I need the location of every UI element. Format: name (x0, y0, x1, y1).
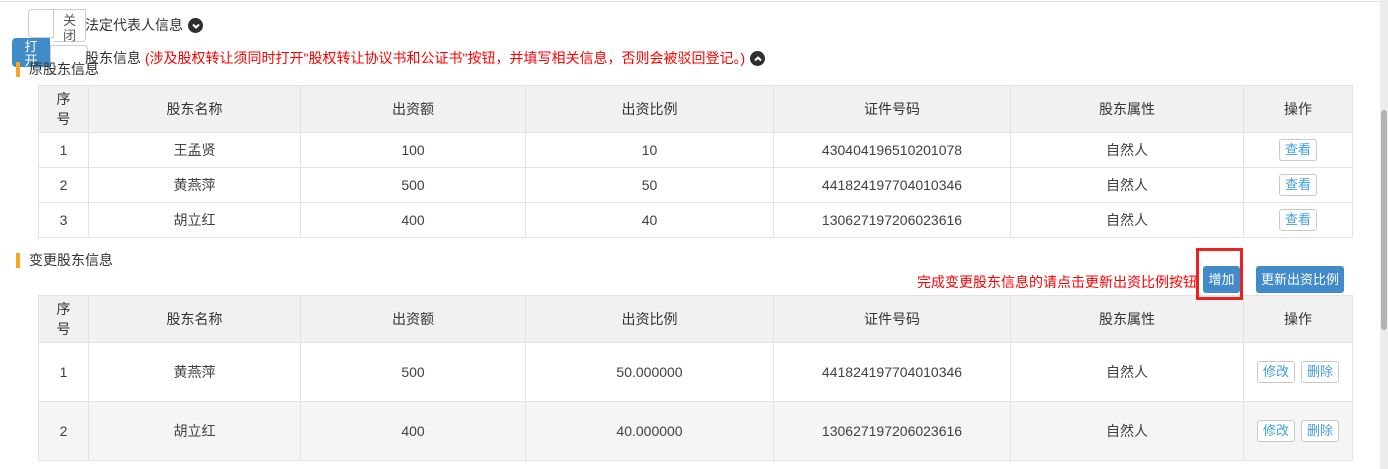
col-name: 股东名称 (88, 295, 301, 343)
delete-button[interactable]: 删除 (1301, 361, 1340, 383)
original-section-label: 原股东信息 (16, 59, 99, 79)
vertical-scrollbar[interactable] (1380, 0, 1388, 469)
table-header-row: 序号 股东名称 出资额 出资比例 证件号码 股东属性 操作 (38, 295, 1353, 343)
changed-section-label: 变更股东信息 (16, 250, 113, 270)
changed-section-title: 变更股东信息 (29, 252, 113, 268)
shareholder-warning: (涉及股权转让须同时打开"股权转让协议书和公证书"按钮，并填写相关信息，否则会被… (144, 50, 746, 66)
cell-index: 1 (38, 342, 89, 402)
shareholder-title: 股东信息 (85, 50, 145, 66)
toggle-close-label: 关闭 (54, 9, 86, 43)
col-id-number: 证件号码 (773, 85, 1011, 133)
cell-action: 查看 (1243, 167, 1353, 203)
cell-action: 修改 删除 (1243, 342, 1353, 402)
col-amount: 出资额 (300, 295, 526, 343)
cell-ratio: 40.000000 (525, 401, 774, 461)
col-action: 操作 (1243, 295, 1353, 343)
cell-id-number: 130627197206023616 (773, 401, 1011, 461)
cell-action: 查看 (1243, 202, 1353, 238)
modify-button[interactable]: 修改 (1256, 420, 1295, 442)
original-section-title: 原股东信息 (29, 61, 99, 77)
col-type: 股东属性 (1010, 295, 1244, 343)
cell-name: 胡立红 (88, 202, 301, 238)
top-divider (0, 1, 1388, 2)
col-name: 股东名称 (88, 85, 301, 133)
cell-ratio: 50.000000 (525, 342, 774, 402)
changed-shareholders-table: 序号 股东名称 出资额 出资比例 证件号码 股东属性 操作 1 黄燕萍 500 … (38, 295, 1353, 461)
chevron-down-circle-icon[interactable] (188, 18, 203, 33)
cell-action: 修改 删除 (1243, 401, 1353, 461)
legal-rep-title: 法定代表人信息 (85, 17, 183, 33)
view-button[interactable]: 查看 (1278, 209, 1317, 231)
table-row: 1 王孟贤 100 10 430404196510201078 自然人 查看 (38, 132, 1353, 168)
cell-index: 2 (38, 401, 89, 461)
cell-index: 1 (38, 132, 89, 168)
col-id-number: 证件号码 (773, 295, 1011, 343)
table-header-row: 序号 股东名称 出资额 出资比例 证件号码 股东属性 操作 (38, 85, 1353, 133)
cell-amount: 500 (300, 167, 526, 203)
cell-type: 自然人 (1010, 342, 1244, 402)
cell-type: 自然人 (1010, 202, 1244, 238)
scrollbar-thumb[interactable] (1381, 110, 1387, 330)
cell-amount: 400 (300, 401, 526, 461)
shareholder-heading: 股东信息 (涉及股权转让须同时打开"股权转让协议书和公证书"按钮，并填写相关信息… (85, 48, 766, 68)
cell-ratio: 50 (525, 167, 774, 203)
cell-type: 自然人 (1010, 401, 1244, 461)
col-ratio: 出资比例 (525, 295, 774, 343)
cell-id-number: 430404196510201078 (773, 132, 1011, 168)
view-button[interactable]: 查看 (1278, 174, 1317, 196)
add-button[interactable]: 增加 (1203, 266, 1240, 293)
delete-button[interactable]: 删除 (1301, 420, 1340, 442)
cell-amount: 500 (300, 342, 526, 402)
section-bar-icon (16, 252, 20, 268)
update-ratio-button[interactable]: 更新出资比例 (1256, 266, 1344, 293)
legal-rep-heading: 法定代表人信息 (85, 15, 203, 35)
col-action: 操作 (1243, 85, 1353, 133)
col-amount: 出资额 (300, 85, 526, 133)
section-bar-icon (16, 61, 20, 77)
cell-id-number: 130627197206023616 (773, 202, 1011, 238)
cell-action: 查看 (1243, 132, 1353, 168)
col-type: 股东属性 (1010, 85, 1244, 133)
cell-ratio: 40 (525, 202, 774, 238)
cell-name: 黄燕萍 (88, 167, 301, 203)
update-ratio-hint: 完成变更股东信息的请点击更新出资比例按钮 (917, 274, 1197, 290)
cell-ratio: 10 (525, 132, 774, 168)
cell-amount: 100 (300, 132, 526, 168)
modify-button[interactable]: 修改 (1256, 361, 1295, 383)
table-row: 2 黄燕萍 500 50 441824197704010346 自然人 查看 (38, 167, 1353, 203)
cell-name: 王孟贤 (88, 132, 301, 168)
view-button[interactable]: 查看 (1278, 139, 1317, 161)
cell-id-number: 441824197704010346 (773, 342, 1011, 402)
cell-amount: 400 (300, 202, 526, 238)
cell-index: 3 (38, 202, 89, 238)
col-index: 序号 (38, 295, 89, 343)
cell-type: 自然人 (1010, 167, 1244, 203)
toggle-knob (28, 9, 54, 38)
cell-type: 自然人 (1010, 132, 1244, 168)
table-row: 1 黄燕萍 500 50.000000 441824197704010346 自… (38, 342, 1353, 402)
toggle-knob (50, 45, 88, 75)
table-row: 2 胡立红 400 40.000000 130627197206023616 自… (38, 401, 1353, 461)
cell-index: 2 (38, 167, 89, 203)
table-row: 3 胡立红 400 40 130627197206023616 自然人 查看 (38, 202, 1353, 238)
col-index: 序号 (38, 85, 89, 133)
cell-id-number: 441824197704010346 (773, 167, 1011, 203)
chevron-up-circle-icon[interactable] (750, 51, 766, 66)
cell-name: 胡立红 (88, 401, 301, 461)
col-ratio: 出资比例 (525, 85, 774, 133)
toggle-legal-rep-off[interactable]: 关闭 (28, 9, 86, 43)
original-shareholders-table: 序号 股东名称 出资额 出资比例 证件号码 股东属性 操作 1 王孟贤 100 … (38, 85, 1353, 238)
cell-name: 黄燕萍 (88, 342, 301, 402)
